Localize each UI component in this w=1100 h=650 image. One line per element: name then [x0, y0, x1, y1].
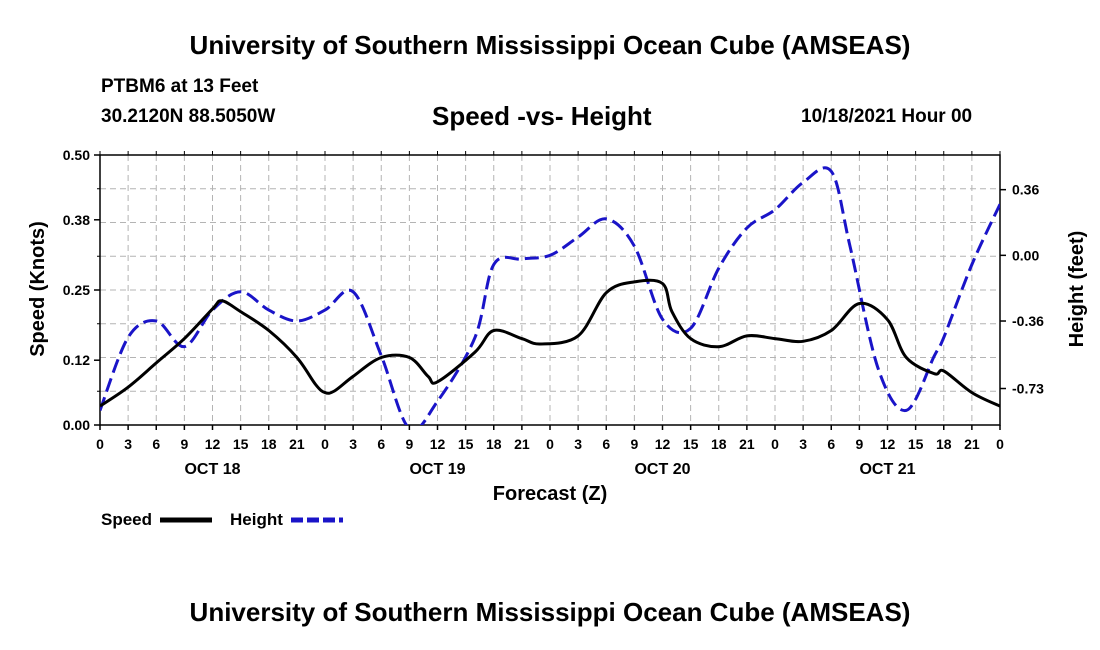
x-tick-label: 9	[855, 436, 863, 452]
x-day-label: OCT 19	[409, 461, 465, 478]
x-tick-label: 3	[574, 436, 582, 452]
forecast-date: 10/18/2021 Hour 00	[801, 106, 973, 127]
x-tick-label: 9	[630, 436, 638, 452]
x-tick-label: 15	[908, 436, 924, 452]
y2-tick-label: 0.00	[1012, 247, 1039, 263]
x-tick-label: 0	[546, 436, 554, 452]
y2-tick-label: -0.36	[1012, 313, 1044, 329]
y-tick-label: 0.38	[63, 212, 90, 228]
x-tick-label: 15	[683, 436, 699, 452]
y2-axis-label: Height (feet)	[1066, 231, 1088, 348]
x-day-label: OCT 18	[184, 461, 240, 478]
x-tick-label: 18	[711, 436, 727, 452]
coordinates-label: 30.2120N 88.5050W	[101, 106, 276, 127]
x-tick-label: 6	[152, 436, 160, 452]
x-tick-label: 9	[405, 436, 413, 452]
x-tick-label: 9	[180, 436, 188, 452]
x-day-label: OCT 20	[634, 461, 690, 478]
x-tick-label: 0	[771, 436, 779, 452]
x-tick-label: 12	[880, 436, 896, 452]
x-tick-label: 12	[655, 436, 671, 452]
x-tick-label: 3	[349, 436, 357, 452]
x-tick-label: 18	[936, 436, 952, 452]
x-tick-label: 21	[514, 436, 530, 452]
y2-tick-label: -0.73	[1012, 381, 1044, 397]
legend-label-speed: Speed	[101, 510, 152, 529]
x-tick-label: 21	[739, 436, 755, 452]
chart-subtitle: Speed -vs- Height	[432, 101, 652, 131]
x-tick-label: 6	[602, 436, 610, 452]
x-tick-label: 6	[827, 436, 835, 452]
x-tick-label: 6	[377, 436, 385, 452]
station-label: PTBM6 at 13 Feet	[101, 76, 259, 97]
legend-label-height: Height	[230, 510, 283, 529]
axes: 0.00 0.12 0.25 0.38 0.50 0.36 0.00 -0.36 -0.73 0 3…	[63, 147, 1044, 478]
x-tick-label: 21	[964, 436, 980, 452]
y-tick-label: 0.25	[63, 282, 90, 298]
x-tick-label: 0	[96, 436, 104, 452]
y2-tick-label: 0.36	[1012, 182, 1039, 198]
x-tick-label: 3	[124, 436, 132, 452]
y-axis-label: Speed (Knots)	[27, 221, 49, 357]
series-lines	[100, 166, 1000, 425]
x-day-label: OCT 21	[859, 461, 915, 478]
x-tick-label: 18	[486, 436, 502, 452]
x-tick-label: 15	[458, 436, 474, 452]
y-tick-label: 0.12	[63, 352, 90, 368]
x-tick-label: 15	[233, 436, 249, 452]
x-tick-label: 18	[261, 436, 277, 452]
x-tick-label: 0	[321, 436, 329, 452]
series-line-speed	[100, 278, 1000, 408]
x-tick-label: 12	[205, 436, 221, 452]
footer-title: University of Southern Mississippi Ocean…	[189, 597, 911, 627]
y-tick-label: 0.00	[63, 417, 90, 433]
grid	[100, 155, 1000, 425]
x-tick-label: 3	[799, 436, 807, 452]
series-line-height	[100, 166, 1000, 425]
x-tick-label: 21	[289, 436, 305, 452]
y-tick-label: 0.50	[63, 147, 90, 163]
x-axis-label: Forecast (Z)	[493, 483, 607, 505]
legend: Speed Height	[101, 510, 343, 529]
x-tick-label: 12	[430, 436, 446, 452]
x-tick-label: 0	[996, 436, 1004, 452]
chart-title: University of Southern Mississippi Ocean…	[189, 30, 911, 60]
